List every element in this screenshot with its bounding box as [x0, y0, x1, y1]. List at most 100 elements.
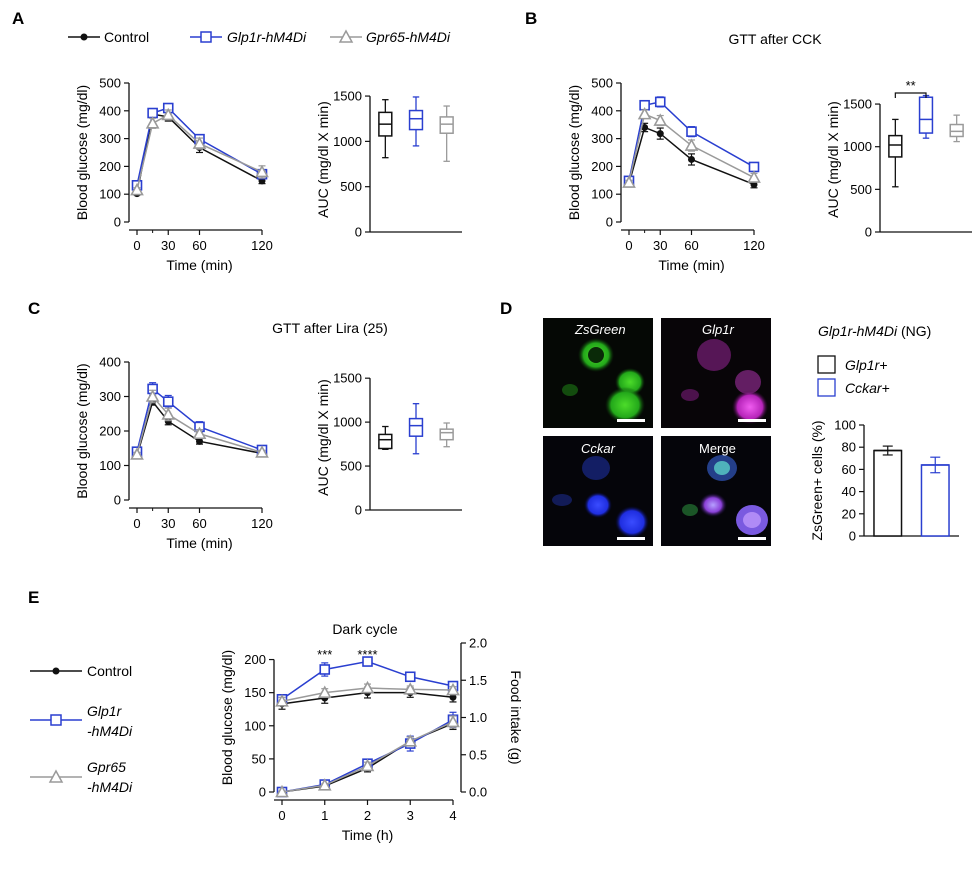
data-point	[130, 447, 144, 460]
y-label: AUC (mg/dl X min)	[825, 101, 841, 218]
microscopy-images: ZsGreen Glp1r Cckar	[543, 318, 771, 546]
image-merge: Merge	[661, 436, 771, 546]
data-point	[748, 161, 760, 173]
legend-e-gpr65-2: -hM4Di	[87, 779, 133, 795]
image-label-zsgreen: ZsGreen	[574, 322, 626, 337]
data-point	[192, 136, 207, 149]
data-point	[130, 182, 144, 196]
box-0	[888, 118, 903, 188]
x-tick-label: 1	[321, 808, 328, 823]
data-point	[747, 170, 761, 183]
x-tick-label: 2	[364, 808, 371, 823]
legend-marker-gpr65	[338, 29, 354, 43]
y-tick-label: 150	[244, 685, 266, 700]
image-glp1r: Glp1r	[661, 318, 771, 428]
y-label: ZsGreen+ cells (%)	[809, 420, 825, 540]
x-axis-label: Time (h)	[342, 827, 394, 843]
scale-bar-merge	[738, 537, 766, 540]
y-tick-label: 500	[591, 76, 613, 91]
box-body	[408, 417, 424, 437]
chart-a-gtt: 0 100 200 300 400 500 Blood glucose (mg/dl) 0 30…	[74, 76, 273, 274]
y-tick-label: 20	[842, 506, 856, 521]
significance-stars: **	[906, 78, 916, 93]
box-body	[888, 134, 903, 158]
box-body	[439, 428, 454, 441]
y-tick-label: 200	[99, 424, 121, 439]
legend-e-marker-glp1r	[50, 714, 62, 726]
y-tick-label: 200	[244, 652, 266, 667]
legend-e: Control Glp1r -hM4Di Gpr65 -hM4Di	[30, 663, 133, 795]
box-body	[408, 109, 424, 131]
x-tick-label: 0	[133, 238, 140, 253]
box-0	[378, 99, 393, 159]
y-label: Blood glucose (mg/dl)	[74, 85, 90, 220]
y-tick-label: 0	[355, 225, 362, 240]
data-point	[162, 396, 174, 407]
x-tick-label: 4	[449, 808, 456, 823]
significance-bracket	[894, 92, 927, 98]
y-tick-label: 1000	[333, 134, 362, 149]
image-label-cckar: Cckar	[581, 441, 616, 456]
data-point	[360, 680, 375, 694]
legend-control: Control	[104, 29, 149, 45]
y2-tick-label: 0.5	[469, 747, 487, 762]
box-body	[378, 433, 393, 450]
legend-top: Control Glp1r-hM4Di Gpr65-hM4Di	[68, 29, 451, 45]
y-tick-label: 100	[99, 458, 121, 473]
chart-c-gtt-lira: 0 100 200 300 400 Blood glucose (mg/dl) 0 30 60 1…	[74, 320, 388, 551]
y-tick-label: 400	[99, 103, 121, 118]
scale-bar-cckar	[617, 537, 645, 540]
y-tick-label: 100	[834, 418, 856, 433]
y-tick-label: 300	[591, 131, 613, 146]
y-tick-label: 40	[842, 484, 856, 499]
legend-d-swatch-cckar	[817, 378, 836, 397]
y2-tick-label: 1.0	[469, 710, 487, 725]
y-tick-label: 60	[842, 462, 856, 477]
y-tick-label: 0	[114, 215, 121, 230]
chart-title: GTT after CCK	[728, 31, 822, 47]
chart-title: Glp1r-hM4Di (NG)	[818, 323, 931, 339]
y-tick-label: 500	[340, 179, 362, 194]
x-tick-label: 30	[161, 516, 175, 531]
y-tick-label: 200	[99, 159, 121, 174]
data-point	[403, 682, 418, 695]
x-axis-label: Time (min)	[658, 257, 724, 273]
data-point	[145, 116, 160, 129]
y-label: Blood glucose (mg/dl)	[566, 85, 582, 220]
data-point	[653, 113, 668, 126]
scale-bar-glp1r	[738, 419, 766, 422]
y2-tick-label: 0.0	[469, 785, 487, 800]
significance-stars: ***	[317, 647, 332, 662]
legend-e-glp1r-2: -hM4Di	[87, 723, 133, 739]
series-line	[281, 719, 454, 793]
data-point	[317, 685, 332, 698]
y-tick-label: 0	[355, 503, 362, 518]
data-point	[319, 664, 331, 675]
legend-marker-control	[80, 33, 88, 41]
data-point	[403, 734, 418, 747]
panel-label-e: E	[28, 588, 39, 607]
data-point	[161, 107, 176, 121]
legend-gpr65: Gpr65-hM4Di	[366, 29, 451, 45]
data-point	[446, 682, 460, 696]
y-tick-label: 500	[340, 459, 362, 474]
y-tick-label: 400	[99, 355, 121, 370]
data-point	[360, 758, 375, 772]
legend-e-glp1r-1: Glp1r	[87, 703, 123, 719]
data-point	[637, 106, 652, 120]
data-point	[317, 778, 332, 791]
panel-label-a: A	[12, 9, 24, 28]
x-tick-label: 0	[133, 516, 140, 531]
data-point	[362, 656, 373, 667]
box-body	[918, 96, 934, 134]
legend-d-cckar: Cckar+	[845, 380, 890, 396]
y-tick-label: 200	[591, 159, 613, 174]
y-tick-label: 0	[865, 225, 872, 240]
x-tick-label: 60	[684, 238, 698, 253]
chart-title: GTT after Lira (25)	[272, 320, 388, 336]
data-point	[255, 164, 269, 178]
x-tick-label: 60	[192, 238, 206, 253]
box-1	[408, 96, 424, 147]
